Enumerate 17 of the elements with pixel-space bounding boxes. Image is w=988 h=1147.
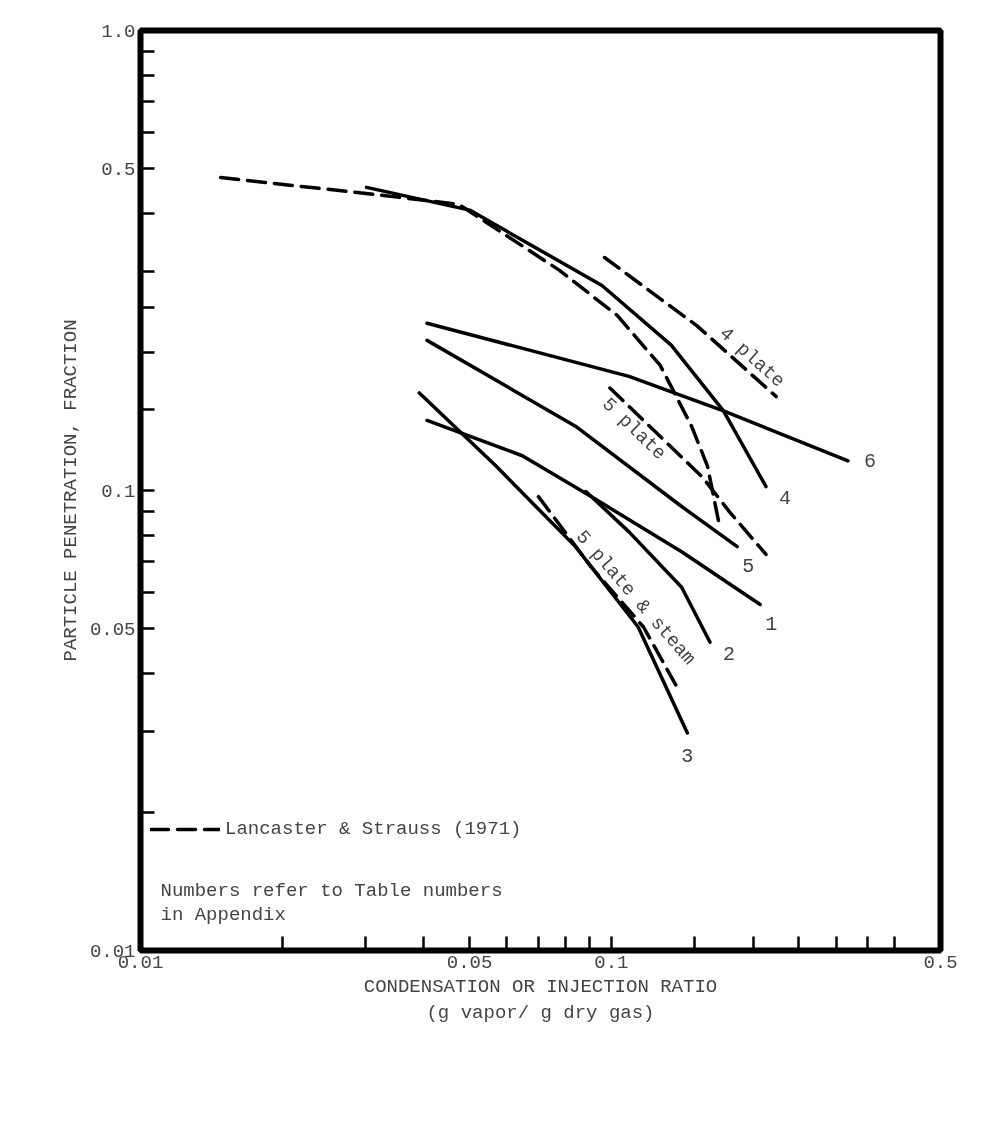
series-label: 1 <box>765 613 778 637</box>
y-tick-label: 0.5 <box>101 158 136 181</box>
x-axis-title: CONDENSATION OR INJECTION RATIO (g vapor/ g dry gas) <box>363 975 718 1024</box>
series-label: 3 <box>681 744 694 768</box>
x-tick-label: 0.05 <box>446 951 493 974</box>
x-tick-label: 0.5 <box>923 951 958 974</box>
y-tick-label: 0.1 <box>101 480 136 503</box>
series-label: 6 <box>863 450 876 474</box>
y-tick-label: 1.0 <box>101 20 136 43</box>
series-label: 4 <box>779 487 792 511</box>
y-tick-label: 0.05 <box>89 618 136 641</box>
series-label: 2 <box>723 642 736 666</box>
x-tick-label: 0.1 <box>594 951 629 974</box>
series-label: 5 <box>742 555 755 579</box>
annotation: Numbers refer to Table numbers in Appendix <box>160 879 503 926</box>
legend-label: Lancaster & Strauss (1971) <box>225 818 522 840</box>
y-axis-title: PARTICLE PENETRATION, FRACTION <box>59 319 82 662</box>
